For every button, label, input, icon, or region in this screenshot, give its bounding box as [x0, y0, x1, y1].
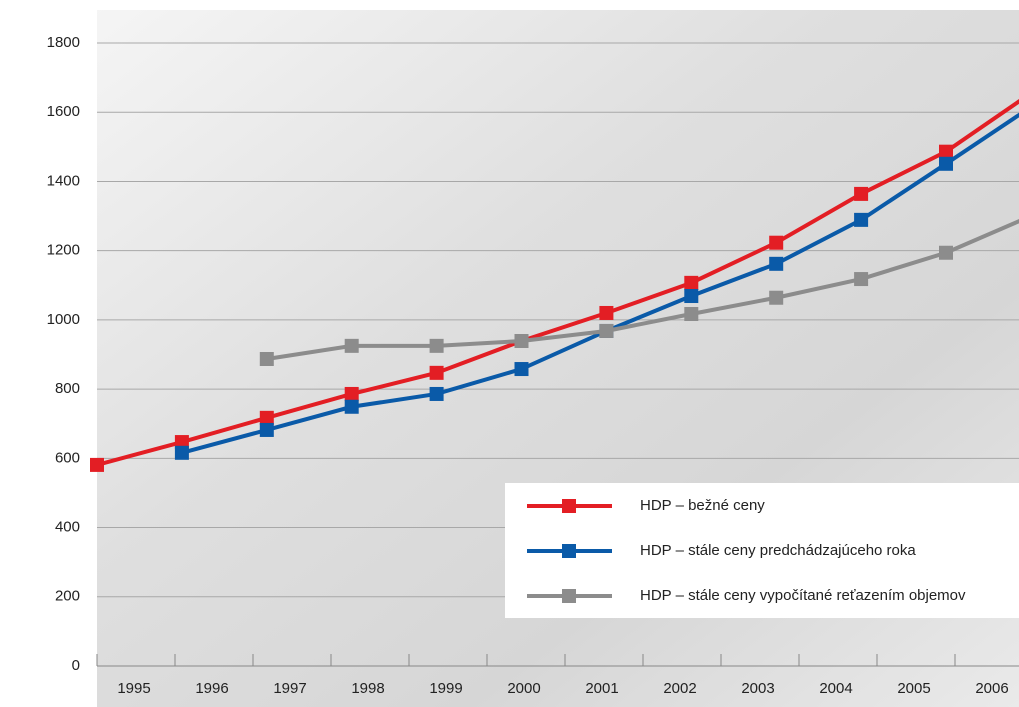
- point-marker: [345, 400, 359, 414]
- point-marker: [684, 307, 698, 321]
- point-marker: [90, 458, 104, 472]
- x-tick-label: 2001: [585, 680, 618, 697]
- point-marker: [939, 145, 953, 159]
- x-tick-label: 1997: [273, 680, 306, 697]
- point-marker: [939, 246, 953, 260]
- y-tick-label: 1400: [47, 172, 80, 189]
- point-marker: [854, 272, 868, 286]
- x-tick-label: 2006: [975, 680, 1008, 697]
- point-marker: [515, 362, 529, 376]
- x-tick-label: 1999: [429, 680, 462, 697]
- point-marker: [430, 339, 444, 353]
- y-tick-label: 400: [55, 519, 80, 536]
- point-marker: [854, 213, 868, 227]
- y-tick-label: 1600: [47, 103, 80, 120]
- chart: 0 200 400 600 800 1000 1200 1400 1600 1800 1995 199…: [0, 0, 1019, 707]
- x-tick-label: 2005: [897, 680, 930, 697]
- point-marker: [260, 352, 274, 366]
- x-tick-label: 1995: [117, 680, 150, 697]
- x-tick-label: 2004: [819, 680, 852, 697]
- y-tick-label: 1800: [47, 34, 80, 51]
- point-marker: [769, 291, 783, 305]
- legend-marker: [562, 544, 576, 558]
- x-tick-label: 2000: [507, 680, 540, 697]
- legend-marker: [562, 589, 576, 603]
- y-tick-label: 1200: [47, 242, 80, 259]
- point-marker: [430, 387, 444, 401]
- y-tick-label: 1000: [47, 311, 80, 328]
- point-marker: [515, 334, 529, 348]
- x-tick-label: 1996: [195, 680, 228, 697]
- point-marker: [599, 324, 613, 338]
- x-tick-label: 1998: [351, 680, 384, 697]
- point-marker: [260, 423, 274, 437]
- y-tick-label: 200: [55, 588, 80, 605]
- point-marker: [769, 257, 783, 271]
- point-marker: [430, 366, 444, 380]
- point-marker: [769, 236, 783, 250]
- point-marker: [345, 339, 359, 353]
- y-tick-label: 0: [72, 657, 80, 674]
- point-marker: [175, 446, 189, 460]
- y-tick-label: 600: [55, 449, 80, 466]
- y-tick-label: 800: [55, 380, 80, 397]
- point-marker: [939, 157, 953, 171]
- point-marker: [599, 306, 613, 320]
- point-marker: [684, 276, 698, 290]
- x-tick-label: 2002: [663, 680, 696, 697]
- point-marker: [260, 411, 274, 425]
- point-marker: [345, 387, 359, 401]
- legend-marker: [562, 499, 576, 513]
- x-tick-label: 2003: [741, 680, 774, 697]
- legend-label: HDP – bežné ceny: [640, 497, 765, 514]
- legend-label: HDP – stále ceny predchádzajúceho roka: [640, 542, 916, 559]
- point-marker: [684, 289, 698, 303]
- legend-label: HDP – stále ceny vypočítané reťazením ob…: [640, 587, 966, 604]
- point-marker: [854, 187, 868, 201]
